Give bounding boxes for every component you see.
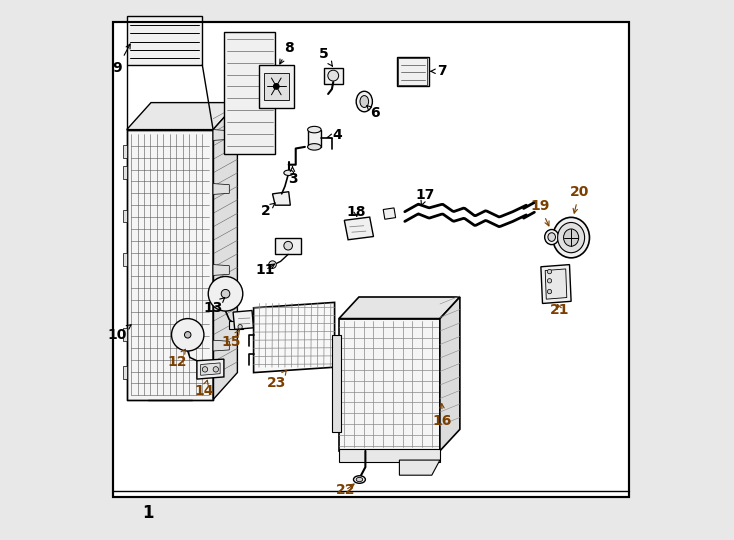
- Text: 11: 11: [255, 263, 275, 277]
- Circle shape: [208, 276, 243, 311]
- Text: 4: 4: [327, 128, 342, 142]
- Text: 2: 2: [261, 203, 275, 218]
- Polygon shape: [541, 265, 571, 303]
- Ellipse shape: [558, 222, 584, 253]
- Circle shape: [548, 289, 552, 294]
- Polygon shape: [383, 208, 396, 219]
- Text: 18: 18: [346, 205, 366, 219]
- Text: 15: 15: [221, 330, 241, 349]
- Polygon shape: [332, 335, 341, 432]
- Text: 20: 20: [570, 185, 589, 213]
- Polygon shape: [396, 57, 429, 86]
- Text: 13: 13: [203, 298, 225, 315]
- Polygon shape: [197, 359, 224, 379]
- Ellipse shape: [545, 230, 559, 245]
- Polygon shape: [213, 184, 229, 194]
- Polygon shape: [200, 363, 220, 375]
- Circle shape: [172, 319, 204, 351]
- Ellipse shape: [360, 96, 368, 107]
- Polygon shape: [399, 460, 440, 475]
- Polygon shape: [213, 265, 229, 275]
- Circle shape: [203, 367, 208, 372]
- Ellipse shape: [354, 476, 366, 483]
- Ellipse shape: [548, 233, 556, 241]
- Polygon shape: [123, 166, 127, 179]
- Polygon shape: [123, 145, 127, 158]
- Polygon shape: [127, 16, 203, 65]
- Text: 23: 23: [266, 370, 286, 390]
- Polygon shape: [224, 32, 275, 154]
- Polygon shape: [127, 103, 237, 130]
- Text: 21: 21: [550, 303, 570, 317]
- Circle shape: [274, 84, 279, 89]
- Text: 5: 5: [319, 47, 333, 66]
- Ellipse shape: [356, 91, 372, 112]
- Ellipse shape: [308, 126, 321, 133]
- Polygon shape: [308, 130, 321, 147]
- Polygon shape: [123, 253, 127, 266]
- Polygon shape: [123, 210, 127, 222]
- Circle shape: [269, 261, 276, 268]
- Text: 1: 1: [142, 504, 154, 522]
- Ellipse shape: [284, 241, 292, 250]
- Polygon shape: [440, 297, 460, 451]
- Polygon shape: [344, 217, 374, 240]
- Polygon shape: [259, 65, 294, 108]
- Circle shape: [548, 279, 552, 283]
- Circle shape: [548, 269, 552, 274]
- Circle shape: [221, 289, 230, 298]
- Circle shape: [213, 367, 219, 372]
- Polygon shape: [213, 130, 229, 140]
- Text: 16: 16: [433, 403, 452, 428]
- Polygon shape: [233, 310, 254, 329]
- Bar: [113, 22, 629, 497]
- Polygon shape: [229, 321, 243, 329]
- Text: 7: 7: [431, 64, 446, 78]
- Circle shape: [184, 332, 191, 338]
- Ellipse shape: [308, 144, 321, 150]
- Bar: [113, 22, 629, 497]
- Polygon shape: [123, 366, 127, 379]
- Ellipse shape: [553, 217, 589, 258]
- Text: 6: 6: [367, 106, 380, 120]
- Text: 14: 14: [195, 380, 214, 398]
- Polygon shape: [123, 328, 127, 341]
- Polygon shape: [324, 68, 343, 84]
- Text: 22: 22: [335, 483, 355, 497]
- Ellipse shape: [356, 477, 363, 482]
- Ellipse shape: [284, 170, 294, 176]
- Text: 12: 12: [167, 349, 186, 369]
- Text: 8: 8: [280, 40, 294, 64]
- Polygon shape: [254, 302, 335, 373]
- Polygon shape: [275, 238, 301, 254]
- Ellipse shape: [564, 229, 578, 246]
- Polygon shape: [272, 192, 291, 205]
- Polygon shape: [339, 319, 440, 451]
- Polygon shape: [213, 340, 229, 351]
- Polygon shape: [127, 130, 213, 400]
- Text: 19: 19: [530, 199, 550, 226]
- Circle shape: [238, 325, 242, 329]
- Polygon shape: [545, 269, 567, 299]
- Text: 10: 10: [108, 325, 131, 342]
- Text: 3: 3: [288, 166, 297, 186]
- Text: 9: 9: [113, 44, 130, 75]
- Circle shape: [328, 70, 338, 81]
- Polygon shape: [213, 103, 237, 400]
- Text: 17: 17: [415, 188, 435, 206]
- Polygon shape: [339, 297, 460, 319]
- Polygon shape: [339, 449, 440, 462]
- Polygon shape: [264, 73, 288, 100]
